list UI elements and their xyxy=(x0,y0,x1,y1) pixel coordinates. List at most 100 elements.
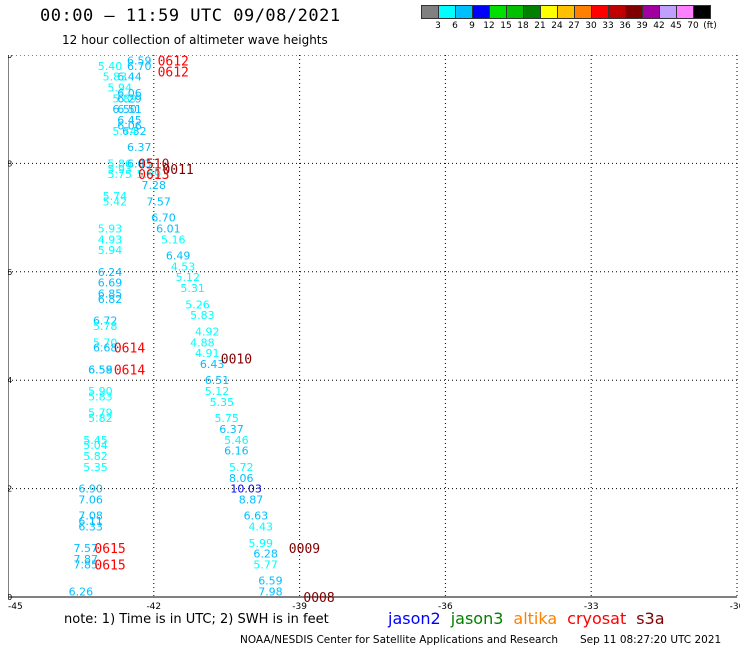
pass-time-label: 0613 xyxy=(138,168,169,183)
pass-time-label: 0010 xyxy=(221,353,252,368)
wave-height-value: 5.31 xyxy=(180,282,205,295)
color-swatch xyxy=(608,5,626,19)
wave-height-value: 6.06 xyxy=(117,87,142,100)
wave-height-value: 6.50 xyxy=(112,103,137,116)
page-subtitle: 12 hour collection of altimeter wave hei… xyxy=(62,33,328,47)
wave-height-value: 6.69 xyxy=(98,277,123,290)
wave-height-value: 7.57 xyxy=(74,542,99,555)
lon-tick-label: -30 xyxy=(730,602,740,612)
lon-tick-label: -39 xyxy=(292,602,307,612)
wave-height-value: 5.99 xyxy=(248,537,273,550)
color-swatch xyxy=(489,5,507,19)
wave-height-value: 6.06 xyxy=(117,119,142,132)
color-swatch xyxy=(557,5,575,19)
wave-height-value: 6.49 xyxy=(166,250,191,263)
color-swatch xyxy=(523,5,541,19)
wave-height-value: 5.83 xyxy=(103,71,128,84)
color-legend-tick: 9 xyxy=(469,21,475,31)
wave-height-value: 5.90 xyxy=(88,385,113,398)
wave-height-value: 5.82 xyxy=(83,450,108,463)
wave-height-value: 5.40 xyxy=(98,60,123,73)
color-legend-tick: 21 xyxy=(534,21,546,31)
page-title: 00:00 – 11:59 UTC 09/08/2021 xyxy=(40,6,341,26)
wave-height-value: 5.94 xyxy=(108,82,133,95)
wave-height-value: 5.12 xyxy=(176,271,201,284)
wave-height-value: 5.35 xyxy=(210,396,235,409)
wave-height-value: 4.93 xyxy=(98,233,123,246)
color-legend-labels: 3 6 9 12 15 18 21 24 27 30 33 36 39 42 45 70 (ft) xyxy=(421,21,740,33)
satellite-legend-jason3: jason3 xyxy=(450,609,504,628)
color-legend-tick: 36 xyxy=(619,21,631,31)
lat-tick-label: 42 xyxy=(8,485,12,494)
wave-height-value: 5.83 xyxy=(88,390,113,403)
wave-height-value: 5.86 xyxy=(108,157,133,170)
wave-height-value: 5.46 xyxy=(224,434,249,447)
wave-height-value: 6.37 xyxy=(127,141,152,154)
footer-note: note: 1) Time is in UTC; 2) SWH is in fe… xyxy=(64,612,329,627)
wave-height-value: 5.75 xyxy=(214,412,239,425)
color-legend-tick: 18 xyxy=(517,21,529,31)
wave-height-value: 6.11 xyxy=(78,515,103,528)
wave-height-value: 6.44 xyxy=(117,71,142,84)
wave-height-value: 5.78 xyxy=(93,320,118,333)
wave-height-value: 5.93 xyxy=(108,163,133,176)
wave-height-value: 6.29 xyxy=(117,92,142,105)
color-swatch xyxy=(676,5,694,19)
wave-height-value: 6.58 xyxy=(88,363,113,376)
wave-height-value: 6.01 xyxy=(156,222,181,235)
wave-height-value: 5.82 xyxy=(88,412,113,425)
color-legend-tick: 15 xyxy=(500,21,512,31)
wave-height-value: 5.72 xyxy=(229,461,254,474)
lat-tick-label: 48 xyxy=(8,159,12,168)
wave-height-value: 5.99 xyxy=(137,168,162,181)
satellite-legend-jason2: jason2 xyxy=(388,609,441,628)
wave-height-labels: 6.595.40 6.706.445.835.946.065.896.296.50… xyxy=(69,55,283,599)
wave-height-value: 5.75 xyxy=(108,168,133,181)
pass-time-label: 0510 xyxy=(138,157,169,172)
wave-height-value: 6.43 xyxy=(200,358,225,371)
lat-tick-label: 50 xyxy=(8,55,12,60)
wave-height-value: 6.45 xyxy=(117,114,142,127)
wave-height-value: 6.82 xyxy=(98,293,123,306)
wave-height-value: 6.59 xyxy=(88,363,113,376)
wave-height-value: 5.35 xyxy=(83,461,108,474)
wave-height-value: 7.98 xyxy=(258,586,283,599)
wave-height-value: 6.90 xyxy=(78,483,103,496)
color-swatch xyxy=(455,5,473,19)
color-legend-tick: 24 xyxy=(551,21,563,31)
wave-height-value: 5.79 xyxy=(88,407,113,420)
lat-tick-label: 44 xyxy=(8,376,12,385)
color-legend-tick: 42 xyxy=(653,21,665,31)
wave-height-value: 7.87 xyxy=(74,553,99,566)
wave-height-value: 4.88 xyxy=(190,336,215,349)
pass-time-label: 0009 xyxy=(289,542,320,557)
wave-height-value: 5.74 xyxy=(112,125,137,138)
wave-height-value: 5.74 xyxy=(103,190,128,203)
wave-height-value: 6.32 xyxy=(122,125,147,138)
wave-height-value: 6.24 xyxy=(98,266,123,279)
color-swatch xyxy=(421,5,439,19)
color-swatch xyxy=(659,5,677,19)
wave-height-value: 5.70 xyxy=(93,336,118,349)
wave-height-value: 6.16 xyxy=(224,445,249,458)
color-legend-tick: (ft) xyxy=(703,21,717,31)
map-grid xyxy=(8,55,738,597)
satellite-legend: jason2 jason3 altika cryosat s3a xyxy=(388,609,675,628)
color-swatch xyxy=(625,5,643,19)
wave-height-value: 5.94 xyxy=(98,244,123,257)
wave-height-value: 5.16 xyxy=(161,233,186,246)
map-axes: -45 -42 -39 -36 -33 -30 40 42 44 46 48 50 xyxy=(8,55,740,612)
color-swatch xyxy=(438,5,456,19)
pass-time-label: 0011 xyxy=(162,163,193,178)
wave-height-value: 6.03 xyxy=(127,157,152,170)
generated-timestamp: Sep 11 08:27:20 UTC 2021 xyxy=(580,634,722,646)
wave-height-value: 5.77 xyxy=(253,558,278,571)
color-legend-tick: 3 xyxy=(435,21,441,31)
wave-height-value: 5.45 xyxy=(83,434,108,447)
wave-height-value: 5.83 xyxy=(190,309,215,322)
satellite-legend-s3a: s3a xyxy=(636,609,665,628)
wave-height-value: 6.26 xyxy=(69,586,94,599)
wave-height-value: 7.08 xyxy=(78,510,103,523)
wave-height-value: 6.51 xyxy=(117,103,142,116)
